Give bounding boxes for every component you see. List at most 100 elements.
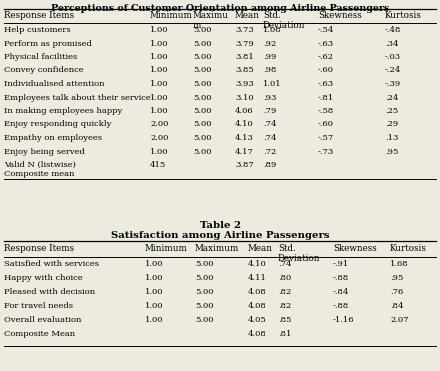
Text: .95: .95 [385,148,398,155]
Text: 5.00: 5.00 [193,66,212,75]
Text: 3.87: 3.87 [235,161,254,169]
Text: 5.00: 5.00 [193,26,212,34]
Text: Minimum: Minimum [150,11,193,20]
Text: Pleased with decision: Pleased with decision [4,288,95,296]
Text: 4.08: 4.08 [248,302,267,310]
Text: Satisfaction among Airline Passengers: Satisfaction among Airline Passengers [111,231,329,240]
Text: .24: .24 [385,93,398,102]
Text: Valid N (listwise)
Composite mean: Valid N (listwise) Composite mean [4,161,76,178]
Text: 5.00: 5.00 [193,53,212,61]
Text: Perceptions of Customer Orientation among Airline Passengers: Perceptions of Customer Orientation amon… [51,4,389,13]
Text: -.84: -.84 [333,288,349,296]
Text: 5.00: 5.00 [193,39,212,47]
Text: Skewness: Skewness [318,11,362,20]
Text: 1.00: 1.00 [150,66,169,75]
Text: .82: .82 [278,288,291,296]
Text: .74: .74 [278,260,291,268]
Text: -.88: -.88 [333,274,349,282]
Text: 5.00: 5.00 [193,80,212,88]
Text: 1.00: 1.00 [150,39,169,47]
Text: 1.00: 1.00 [150,93,169,102]
Text: .89: .89 [263,161,276,169]
Text: 3.85: 3.85 [235,66,254,75]
Text: 5.00: 5.00 [193,134,212,142]
Text: -1.16: -1.16 [333,316,355,324]
Text: .99: .99 [263,53,276,61]
Text: -.57: -.57 [318,134,334,142]
Text: .25: .25 [385,107,398,115]
Text: Satisfied with services: Satisfied with services [4,260,99,268]
Text: 4.11: 4.11 [248,274,267,282]
Text: -.54: -.54 [318,26,334,34]
Text: 2.00: 2.00 [150,121,169,128]
Text: .76: .76 [390,288,403,296]
Text: .98: .98 [263,66,276,75]
Text: 1.08: 1.08 [263,26,282,34]
Text: -.03: -.03 [385,53,401,61]
Text: Enjoy being served: Enjoy being served [4,148,85,155]
Text: -.58: -.58 [318,107,334,115]
Text: 4.10: 4.10 [235,121,254,128]
Text: .74: .74 [263,121,276,128]
Text: .84: .84 [390,302,403,310]
Text: -.24: -.24 [385,66,401,75]
Text: Composite Mean: Composite Mean [4,330,75,338]
Text: .34: .34 [385,39,399,47]
Text: 1.00: 1.00 [150,53,169,61]
Text: 1.00: 1.00 [145,288,164,296]
Text: .82: .82 [278,302,291,310]
Text: Help customers: Help customers [4,26,71,34]
Text: -.81: -.81 [318,93,334,102]
Text: .29: .29 [385,121,398,128]
Text: 2.00: 2.00 [150,134,169,142]
Text: .74: .74 [263,134,276,142]
Text: -.60: -.60 [318,66,334,75]
Text: Std.
Deviation: Std. Deviation [278,244,320,263]
Text: .72: .72 [263,148,276,155]
Text: Mean: Mean [248,244,273,253]
Text: -.60: -.60 [318,121,334,128]
Text: .93: .93 [263,93,276,102]
Text: 4.17: 4.17 [235,148,254,155]
Text: 3.79: 3.79 [235,39,254,47]
Text: .85: .85 [278,316,291,324]
Text: .80: .80 [278,274,291,282]
Text: 5.00: 5.00 [195,302,213,310]
Text: Individualised attention: Individualised attention [4,80,105,88]
Text: Empathy on employees: Empathy on employees [4,134,102,142]
Text: 3.81: 3.81 [235,53,254,61]
Text: .92: .92 [263,39,276,47]
Text: -.88: -.88 [333,302,349,310]
Text: 5.00: 5.00 [195,274,213,282]
Text: 3.93: 3.93 [235,80,254,88]
Text: For travel needs: For travel needs [4,302,73,310]
Text: 1.68: 1.68 [390,260,409,268]
Text: -.39: -.39 [385,80,401,88]
Text: -.91: -.91 [333,260,349,268]
Text: 5.00: 5.00 [193,107,212,115]
Text: .81: .81 [278,330,291,338]
Text: Overall evaluation: Overall evaluation [4,316,81,324]
Text: 5.00: 5.00 [193,93,212,102]
Text: -.73: -.73 [318,148,334,155]
Text: 415: 415 [150,161,166,169]
Text: Convey confidence: Convey confidence [4,66,84,75]
Text: 3.73: 3.73 [235,26,254,34]
Text: Enjoy responding quickly: Enjoy responding quickly [4,121,111,128]
Text: 1.00: 1.00 [150,107,169,115]
Text: Response Items: Response Items [4,11,74,20]
Text: 4.06: 4.06 [235,107,253,115]
Text: 1.00: 1.00 [150,148,169,155]
Text: 4.13: 4.13 [235,134,254,142]
Text: 5.00: 5.00 [193,148,212,155]
Text: In making employees happy: In making employees happy [4,107,122,115]
Text: Mean: Mean [235,11,260,20]
Text: Maximum: Maximum [195,244,239,253]
Text: Std.
Deviation: Std. Deviation [263,11,305,30]
Text: .95: .95 [390,274,403,282]
Text: 1.00: 1.00 [145,274,164,282]
Text: Physical facilities: Physical facilities [4,53,77,61]
Text: -.62: -.62 [318,53,334,61]
Text: 1.01: 1.01 [263,80,282,88]
Text: 4.08: 4.08 [248,330,267,338]
